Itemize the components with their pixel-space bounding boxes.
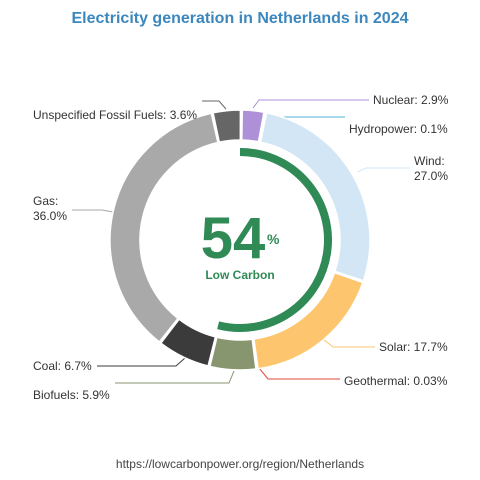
leader-nuclear bbox=[252, 99, 369, 109]
label-hydropower: Hydropower: 0.1% bbox=[349, 122, 448, 136]
leader-wind bbox=[357, 167, 410, 173]
slice-biofuels bbox=[209, 336, 257, 371]
label-geothermal: Geothermal: 0.03% bbox=[344, 374, 448, 388]
label-gas-value: 36.0% bbox=[33, 209, 67, 223]
label-wind-value: 27.0% bbox=[414, 169, 448, 183]
label-nuclear: Nuclear: 2.9% bbox=[373, 93, 449, 107]
leader-geothermal bbox=[258, 367, 340, 380]
slice-labels: Nuclear: 2.9% Hydropower: 0.1% Wind:27.0% S… bbox=[33, 93, 449, 402]
leader-gas bbox=[72, 209, 114, 213]
label-biofuels: Biofuels: 5.9% bbox=[33, 388, 110, 402]
leader-unspecified-fossil-fuels bbox=[202, 100, 227, 110]
donut-slices bbox=[109, 109, 371, 371]
leader-solar bbox=[322, 338, 375, 348]
low-carbon-arc bbox=[217, 148, 332, 332]
slice-unspecified-fossil-fuels bbox=[212, 109, 242, 143]
slice-wind bbox=[259, 112, 371, 282]
label-solar: Solar: 17.7% bbox=[379, 340, 448, 354]
label-unspecified-fossil-fuels: Unspecified Fossil Fuels: 3.6% bbox=[33, 108, 197, 122]
low-carbon-ring bbox=[217, 148, 332, 332]
slice-hydropower bbox=[258, 111, 267, 143]
center-unit: % bbox=[267, 231, 280, 247]
slice-gas bbox=[109, 112, 219, 343]
label-wind: Wind: bbox=[414, 154, 445, 168]
label-coal: Coal: 6.7% bbox=[33, 359, 92, 373]
slice-coal bbox=[160, 318, 217, 367]
chart-title: Electricity generation in Netherlands in… bbox=[71, 10, 409, 27]
slice-nuclear bbox=[241, 109, 265, 143]
source-url: https://lowcarbonpower.org/region/Nether… bbox=[115, 457, 365, 471]
leader-biofuels bbox=[115, 370, 235, 384]
center-label: Low Carbon bbox=[205, 268, 274, 282]
center-value: 54 bbox=[201, 206, 266, 271]
leader-coal bbox=[97, 357, 186, 367]
leader-lines bbox=[72, 99, 410, 384]
label-gas: Gas: bbox=[33, 194, 58, 208]
slice-solar bbox=[253, 271, 364, 370]
